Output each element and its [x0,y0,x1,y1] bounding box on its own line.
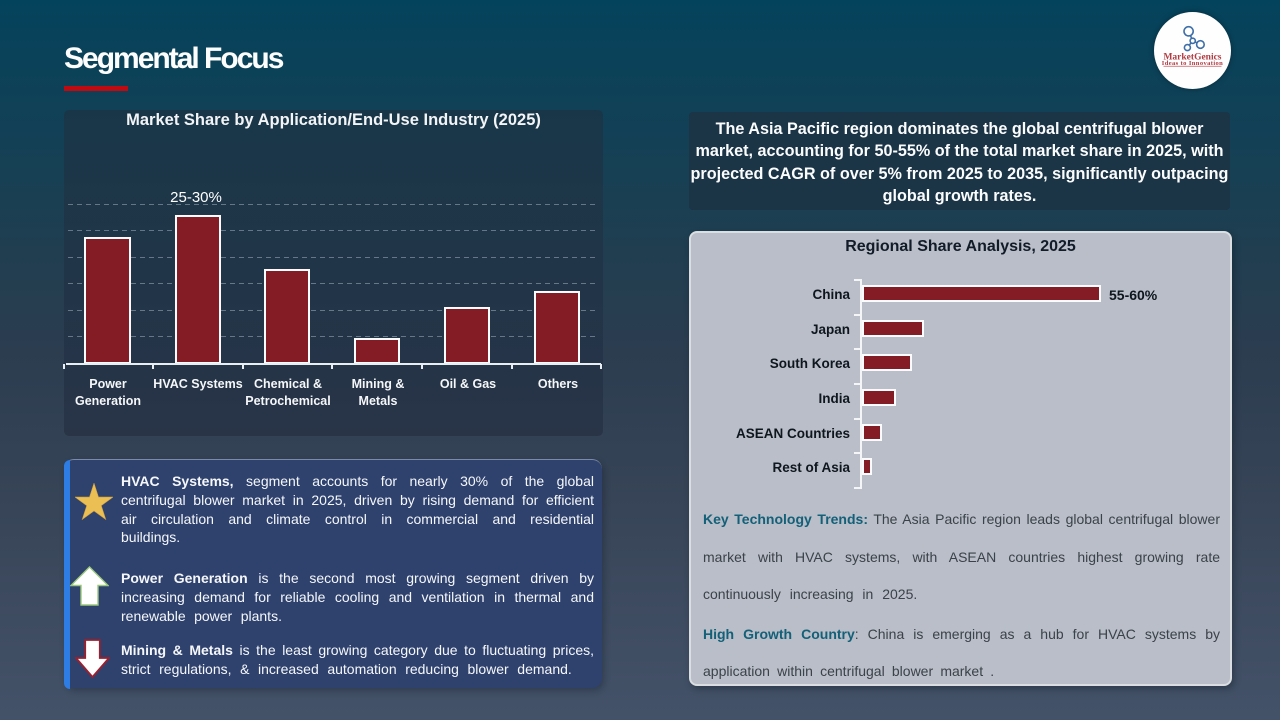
svg-text:MarketGenics: MarketGenics [1163,53,1221,63]
svg-text:Ideas to Innovation: Ideas to Innovation [1162,60,1223,67]
